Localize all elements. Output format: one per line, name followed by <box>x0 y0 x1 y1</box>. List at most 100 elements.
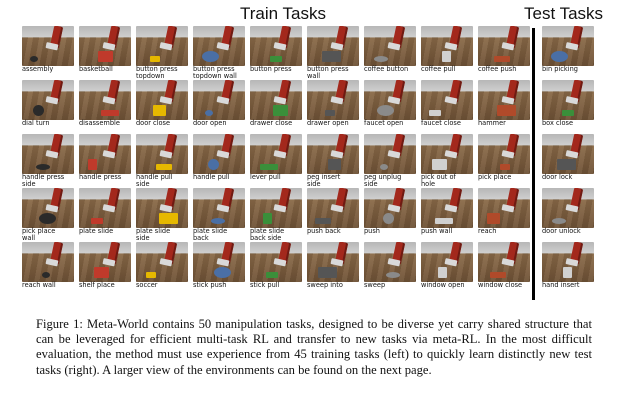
robot-arm-icon <box>569 188 584 211</box>
train-task-thumbnail <box>478 26 530 66</box>
train-task-tile: push <box>364 188 416 244</box>
task-object-icon <box>435 218 453 224</box>
train-task-label: coffee push <box>478 65 517 73</box>
test-task-tile: door lock <box>542 134 594 190</box>
robot-arm-icon <box>569 242 584 265</box>
task-object-icon <box>438 267 447 278</box>
train-task-thumbnail <box>22 80 74 120</box>
train-task-thumbnail <box>22 134 74 174</box>
train-task-thumbnail <box>364 134 416 174</box>
train-task-thumbnail <box>79 26 131 66</box>
task-object-icon <box>325 110 335 116</box>
robot-arm-icon <box>448 188 463 211</box>
robot-arm-icon <box>334 134 349 157</box>
train-task-label: pick place <box>478 173 512 181</box>
robot-arm-icon <box>277 80 292 103</box>
robot-arm-icon <box>163 26 178 49</box>
train-task-tile: window close <box>478 242 530 298</box>
train-task-thumbnail <box>250 26 302 66</box>
robot-arm-icon <box>49 188 64 211</box>
train-task-tile: faucet open <box>364 80 416 136</box>
train-task-thumbnail <box>364 26 416 66</box>
test-task-thumbnail <box>542 188 594 228</box>
train-task-tile: handle press side <box>22 134 74 190</box>
train-task-thumbnail <box>364 188 416 228</box>
train-task-tile: door open <box>193 80 245 136</box>
train-task-label: stick push <box>193 281 227 289</box>
task-object-icon <box>500 164 510 170</box>
task-object-icon <box>214 267 231 278</box>
robot-arm-icon <box>163 188 178 211</box>
train-task-tile: plate slide back <box>193 188 245 244</box>
task-object-icon <box>260 164 278 170</box>
train-task-thumbnail <box>421 242 473 282</box>
train-task-thumbnail <box>22 188 74 228</box>
train-task-label: shelf place <box>79 281 115 289</box>
test-task-thumbnail <box>542 134 594 174</box>
train-task-tile: handle pull <box>193 134 245 190</box>
robot-arm-icon <box>106 80 121 103</box>
task-object-icon <box>211 218 225 224</box>
train-task-tile: coffee push <box>478 26 530 82</box>
train-task-thumbnail <box>421 134 473 174</box>
test-task-label: bin picking <box>542 65 578 73</box>
train-task-thumbnail <box>421 80 473 120</box>
train-task-tile: coffee pull <box>421 26 473 82</box>
train-task-thumbnail <box>22 242 74 282</box>
robot-arm-icon <box>505 26 520 49</box>
robot-arm-icon <box>277 242 292 265</box>
task-object-icon <box>318 267 337 278</box>
train-task-thumbnail <box>307 80 359 120</box>
task-object-icon <box>273 105 288 116</box>
train-task-label: disassemble <box>79 119 120 127</box>
task-object-icon <box>487 213 500 224</box>
train-task-thumbnail <box>250 134 302 174</box>
train-task-label: assembly <box>22 65 54 73</box>
train-task-tile: push back <box>307 188 359 244</box>
train-task-tile: assembly <box>22 26 74 82</box>
robot-arm-icon <box>334 242 349 265</box>
task-object-icon <box>36 164 50 170</box>
test-task-label: door lock <box>542 173 573 181</box>
train-task-tile: drawer close <box>250 80 302 136</box>
robot-arm-icon <box>106 134 121 157</box>
task-object-icon <box>150 56 160 62</box>
test-task-label: hand insert <box>542 281 580 289</box>
train-task-tile: reach <box>478 188 530 244</box>
test-task-tile: hand insert <box>542 242 594 298</box>
robot-arm-icon <box>569 80 584 103</box>
robot-arm-icon <box>505 188 520 211</box>
train-task-label: handle press <box>79 173 122 181</box>
train-test-divider <box>532 28 535 300</box>
test-task-label: box close <box>542 119 573 127</box>
train-task-tile: drawer open <box>307 80 359 136</box>
robot-arm-icon <box>334 26 349 49</box>
train-task-tile: handle press <box>79 134 131 190</box>
train-task-tile: peg insert side <box>307 134 359 190</box>
train-task-tile: soccer <box>136 242 188 298</box>
robot-arm-icon <box>106 242 121 265</box>
task-object-icon <box>156 164 172 170</box>
robot-arm-icon <box>106 188 121 211</box>
train-task-thumbnail <box>193 80 245 120</box>
train-task-thumbnail <box>193 26 245 66</box>
train-task-thumbnail <box>421 188 473 228</box>
train-task-label: soccer <box>136 281 158 289</box>
train-task-label: button press topdown wall <box>193 65 237 80</box>
train-task-tile: pick out of hole <box>421 134 473 190</box>
task-object-icon <box>380 164 388 170</box>
task-object-icon <box>562 110 574 116</box>
train-task-label: button press <box>250 65 292 73</box>
robot-arm-icon <box>163 242 178 265</box>
train-task-thumbnail <box>478 188 530 228</box>
figure-caption: Figure 1: Meta-World contains 50 manipul… <box>36 317 592 377</box>
train-task-thumbnail <box>193 188 245 228</box>
train-task-thumbnail <box>250 188 302 228</box>
train-task-label: push wall <box>421 227 453 235</box>
task-object-icon <box>94 267 109 278</box>
train-task-tile: faucet close <box>421 80 473 136</box>
task-object-icon <box>270 56 282 62</box>
train-task-tile: window open <box>421 242 473 298</box>
robot-arm-icon <box>569 134 584 157</box>
train-task-label: drawer open <box>307 119 349 127</box>
